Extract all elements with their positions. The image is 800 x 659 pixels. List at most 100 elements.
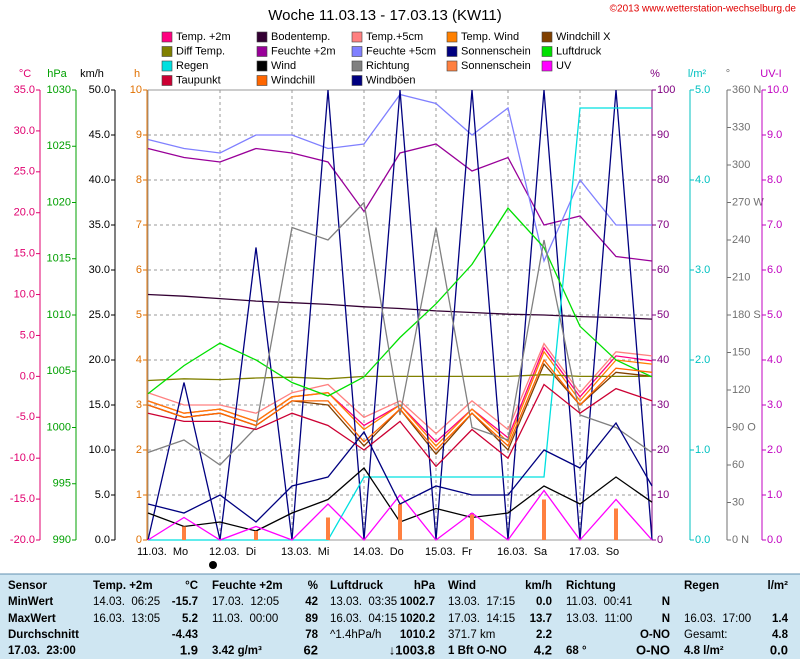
series-line (147, 383, 653, 468)
x-tick-label: 13.03. Mi (281, 546, 329, 558)
y-tick-label: -5.0 (16, 411, 35, 423)
axis-title: km/h (80, 68, 104, 80)
legend-label: Feuchte +2m (271, 45, 336, 57)
table-cell: 16.03. 13:05 (93, 613, 160, 625)
table-cell: 1.9 (180, 642, 198, 657)
y-tick-label: 30.0 (14, 125, 35, 137)
y-tick-label: 9 (136, 129, 142, 141)
legend-label: Windchill X (556, 31, 611, 43)
table-header: °C (185, 580, 198, 592)
y-tick-label: 1025 (47, 140, 71, 152)
table-cell: 1002.7 (400, 596, 435, 608)
table-cell: O-NO (636, 642, 670, 657)
legend-label: Windchill (271, 74, 315, 86)
y-tick-label: 7.0 (767, 219, 782, 231)
table-cell: 17.03. 12:05 (212, 596, 279, 608)
legend-label: Sonnenschein (461, 45, 531, 57)
table-cell: 1020.2 (400, 613, 435, 625)
series-line (147, 489, 653, 542)
table-cell: ↓1003.8 (389, 642, 435, 657)
table-header: Regen (684, 580, 719, 592)
y-tick-label: 50 (657, 309, 669, 321)
table-cell: 11.03. 00:00 (212, 613, 278, 625)
y-tick-label: 300 (732, 159, 750, 171)
legend-swatch (446, 31, 458, 43)
table-cell: 14.03. 06:25 (93, 596, 160, 608)
table-cell: 78 (305, 629, 318, 641)
legend-swatch (541, 60, 553, 72)
axis-title: ° (726, 68, 730, 80)
table-cell: 1 Bft O-NO (448, 645, 507, 657)
y-tick-label: 45.0 (89, 129, 110, 141)
y-tick-label: 25.0 (89, 309, 110, 321)
table-cell: 13.03. 11:00 (566, 613, 632, 625)
y-tick-label: 150 (732, 346, 750, 358)
legend-label: Taupunkt (176, 74, 221, 86)
y-tick-label: 2 (136, 444, 142, 456)
series-line (147, 358, 653, 451)
table-background (0, 574, 800, 659)
y-tick-label: 1010 (47, 309, 71, 321)
axis-title: UV-I (760, 68, 781, 80)
bar (326, 517, 330, 540)
legend-swatch (541, 46, 553, 57)
table-header: Feuchte +2m (212, 580, 283, 592)
legend-swatch (446, 46, 458, 57)
legend-label: Windböen (366, 74, 416, 86)
table-cell: ^1.4hPa/h (330, 629, 381, 641)
y-tick-label: 0.0 (95, 534, 110, 546)
y-tick-label: 4 (136, 354, 142, 366)
legend-swatch (256, 75, 268, 86)
y-tick-label: 1 (136, 489, 142, 501)
y-tick-label: 20.0 (89, 354, 110, 366)
table-cell: 16.03. 17:00 (684, 613, 751, 625)
table-header: Richtung (566, 580, 616, 592)
y-tick-label: 5.0 (20, 329, 35, 341)
y-tick-label: 180 S (732, 309, 761, 321)
legend-label: Bodentemp. (271, 31, 330, 43)
table-cell: -4.43 (172, 629, 198, 641)
legend-swatch (256, 31, 268, 43)
x-tick-label: 15.03. Fr (425, 546, 472, 558)
y-tick-label: 995 (53, 478, 71, 490)
legend-label: Temp. Wind (461, 31, 519, 43)
y-tick-label: 4.0 (767, 354, 782, 366)
axis-title: °C (19, 68, 31, 80)
table-cell: 1.4 (772, 613, 789, 625)
table-cell: 16.03. 04:15 (330, 613, 397, 625)
legend-swatch (351, 31, 363, 43)
y-tick-label: 80 (657, 174, 669, 186)
table-cell: Gesamt: (684, 629, 727, 641)
table-header: km/h (525, 580, 552, 592)
table-cell: 4.8 (772, 629, 789, 641)
legend-swatch (351, 75, 363, 86)
table-header: Luftdruck (330, 580, 384, 592)
y-tick-label: 1.0 (767, 489, 782, 501)
table-cell: 1010.2 (400, 629, 435, 641)
x-tick-label: 11.03. Mo (137, 546, 188, 558)
legend-label: Richtung (366, 60, 409, 72)
y-tick-label: 270 W (732, 196, 764, 208)
y-tick-label: 30.0 (89, 264, 110, 276)
y-tick-label: 5 (136, 309, 142, 321)
y-tick-label: 1.0 (695, 444, 710, 456)
y-tick-label: 10.0 (14, 288, 35, 300)
y-tick-label: 50.0 (89, 84, 110, 96)
y-tick-label: 0.0 (20, 370, 35, 382)
table-cell: 4.2 (534, 642, 552, 657)
legend-label: Feuchte +5cm (366, 45, 436, 57)
table-cell: 3.42 g/m³ (212, 645, 262, 657)
y-tick-label: 3.0 (695, 264, 710, 276)
axis-title: h (134, 68, 140, 80)
table-cell: Durchschnitt (8, 629, 79, 641)
x-tick-label: 16.03. Sa (497, 546, 548, 558)
y-tick-label: 210 (732, 271, 750, 283)
table-cell: N (662, 596, 670, 608)
table-cell: 5.2 (182, 613, 198, 625)
y-tick-label: 20 (657, 444, 669, 456)
y-tick-label: 30 (657, 399, 669, 411)
y-tick-label: 25.0 (14, 166, 35, 178)
table-cell: 2.2 (536, 629, 552, 641)
legend-label: Temp.+5cm (366, 31, 423, 43)
